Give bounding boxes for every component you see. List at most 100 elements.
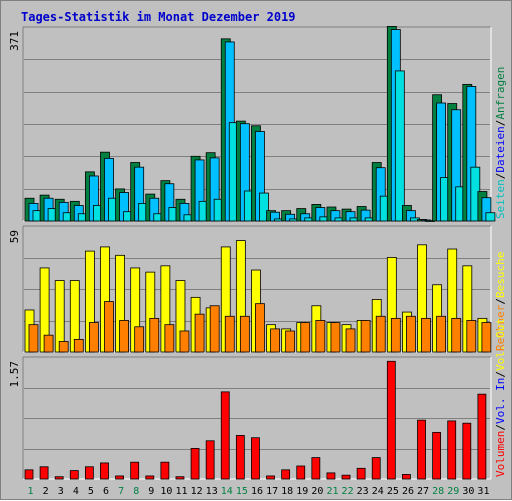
bar-rechner-day-9 <box>149 317 160 353</box>
bar-volumen-day-31 <box>477 393 487 480</box>
bar-volumen-day-29 <box>447 420 457 480</box>
day-label-20: 20 <box>311 486 323 497</box>
day-label-14: 14 <box>221 486 233 497</box>
bar-rechner-day-3 <box>58 341 69 353</box>
bar-rechner-day-19 <box>300 322 311 353</box>
day-label-17: 17 <box>266 486 278 497</box>
day-label-23: 23 <box>357 486 369 497</box>
bar-volumen-day-7 <box>115 475 124 480</box>
day-label-7: 7 <box>118 486 124 497</box>
bar-volumen-day-11 <box>175 476 185 480</box>
day-label-4: 4 <box>73 486 79 497</box>
day-label-24: 24 <box>372 486 384 497</box>
bar-rechner-day-4 <box>73 338 84 353</box>
day-label-1: 1 <box>28 486 34 497</box>
day-label-11: 11 <box>175 486 187 497</box>
bar-rechner-day-2 <box>43 334 54 353</box>
panel-visits-sites: 59 <box>8 225 492 353</box>
bar-rechner-day-10 <box>164 324 175 353</box>
bar-volumen-day-8 <box>130 461 140 480</box>
day-label-15: 15 <box>236 486 248 497</box>
bar-volumen-day-15 <box>235 435 245 480</box>
day-label-22: 22 <box>342 486 354 497</box>
bar-volumen-day-23 <box>356 467 366 480</box>
bar-volumen-day-16 <box>251 437 260 480</box>
day-label-2: 2 <box>43 486 49 497</box>
bar-volumen-day-27 <box>417 419 426 480</box>
bar-volumen-day-6 <box>100 462 109 480</box>
legend-1: Rechner/Besuche <box>494 252 507 351</box>
legend-item-vol-out: Vol. Out <box>494 318 507 371</box>
bar-volumen-day-5 <box>84 466 94 480</box>
bar-seiten-day-25 <box>394 70 405 222</box>
bar-rechner-day-28 <box>436 315 447 353</box>
day-label-16: 16 <box>251 486 263 497</box>
bar-rechner-day-16 <box>255 303 265 353</box>
day-label-26: 26 <box>402 486 414 497</box>
bar-rechner-day-6 <box>104 301 114 353</box>
bar-volumen-day-2 <box>39 466 49 480</box>
bar-rechner-day-11 <box>179 330 190 353</box>
y-max-label: 371 <box>8 31 21 51</box>
bar-rechner-day-18 <box>285 330 296 353</box>
legend-separator: / <box>494 424 507 431</box>
day-label-27: 27 <box>417 486 429 497</box>
bar-rechner-day-24 <box>375 315 386 353</box>
bar-rechner-day-26 <box>406 315 416 353</box>
bar-volumen-day-24 <box>371 457 381 480</box>
bar-rechner-day-7 <box>119 320 129 353</box>
legend-separator: / <box>494 371 507 378</box>
day-label-9: 9 <box>148 486 154 497</box>
legend-item-vol-in: Vol. In <box>494 378 507 424</box>
legend-item-anfragen: Anfragen <box>494 67 507 120</box>
chart-panels: 371 59 1.57 <box>8 26 496 480</box>
legend-2: Volumen/Vol. In/Vol. Out <box>494 318 507 477</box>
bar-volumen-day-17 <box>266 475 275 480</box>
bar-rechner-day-1 <box>28 324 39 353</box>
bar-rechner-day-30 <box>466 320 477 353</box>
day-label-13: 13 <box>206 486 218 497</box>
bar-rechner-day-29 <box>451 317 462 353</box>
bar-volumen-day-19 <box>296 465 306 480</box>
day-label-19: 19 <box>296 486 308 497</box>
bar-rechner-day-8 <box>134 326 145 353</box>
legend-item-rechner: Rechner <box>494 304 507 351</box>
panel-hits-files-pages: 371 <box>8 26 496 222</box>
bar-rechner-day-13 <box>209 305 220 353</box>
day-label-6: 6 <box>103 486 109 497</box>
bar-rechner-day-23 <box>360 320 371 353</box>
bar-seiten-day-16 <box>259 192 269 222</box>
bar-volumen-day-21 <box>326 472 336 480</box>
y-max-label: 1.57 <box>8 361 21 388</box>
bar-volumen-day-4 <box>69 470 79 480</box>
legend-separator: / <box>494 173 507 180</box>
bar-rechner-day-14 <box>224 315 235 353</box>
day-labels: 1 2 3 4 5 6 7 8 9 10 11 12 13 14 15 16 17 18 19 20 21 22 23 24 2… <box>28 486 490 497</box>
legend-item-dateien: Dateien <box>494 126 507 172</box>
bar-rechner-day-25 <box>390 317 401 353</box>
legend-item-volumen: Volumen <box>494 431 507 477</box>
bar-rechner-day-12 <box>194 313 205 353</box>
y-max-label: 59 <box>8 230 21 243</box>
bar-volumen-day-12 <box>190 448 200 480</box>
legend-item-besuche: Besuche <box>494 252 507 298</box>
bar-volumen-day-30 <box>462 422 472 480</box>
legend-separator: / <box>494 120 507 127</box>
legend-0: Seiten/Dateien/Anfragen <box>494 67 507 219</box>
bar-volumen-day-25 <box>386 360 396 480</box>
bar-volumen-day-28 <box>432 431 442 480</box>
day-label-30: 30 <box>462 486 474 497</box>
bar-volumen-day-13 <box>205 440 215 480</box>
day-label-29: 29 <box>447 486 459 497</box>
day-label-25: 25 <box>387 486 399 497</box>
panel-volume: 1.57 <box>8 356 492 480</box>
bar-rechner-day-5 <box>88 322 99 353</box>
legends: Seiten/Dateien/AnfragenRechner/BesucheVo… <box>494 67 507 477</box>
day-label-5: 5 <box>88 486 94 497</box>
day-label-28: 28 <box>432 486 444 497</box>
bar-rechner-day-20 <box>315 320 326 353</box>
legend-separator: / <box>494 298 507 305</box>
day-label-10: 10 <box>160 486 172 497</box>
